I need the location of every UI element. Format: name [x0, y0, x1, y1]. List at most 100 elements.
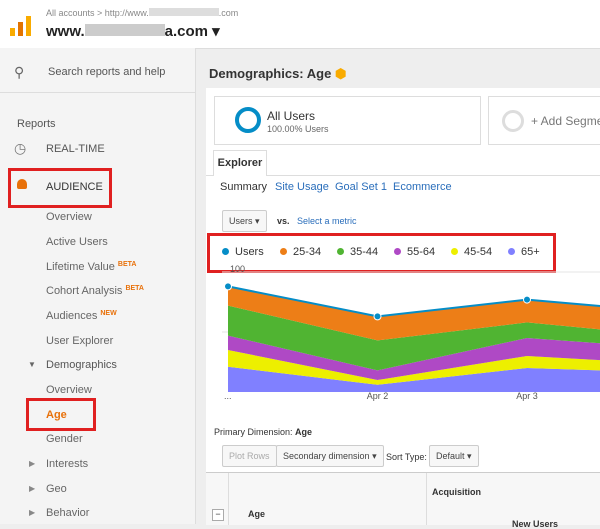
legend-item[interactable]: Users [222, 246, 264, 258]
realtime[interactable]: REAL-TIME [46, 143, 105, 155]
section: Reports [17, 118, 56, 130]
subtab[interactable]: Goal Set 1 [335, 181, 387, 193]
legend-swatch [451, 248, 458, 255]
sort-type[interactable]: Default ▾ [429, 445, 479, 467]
legend-item[interactable]: 35-44 [337, 246, 378, 258]
clock-icon: ◷ [14, 140, 27, 156]
nav-item[interactable]: Active Users [46, 236, 108, 248]
nav-item[interactable]: User Explorer [46, 335, 113, 347]
nav-item[interactable]: Cohort Analysis BETA [46, 285, 144, 297]
demographics[interactable]: Demographics [46, 359, 117, 371]
legend-item[interactable]: 65+ [508, 246, 540, 258]
expand-arrow: ▶ [29, 459, 36, 468]
table-header: − Age Acquisition New Users [206, 472, 600, 529]
nav-item[interactable]: Overview [46, 384, 92, 396]
sort-label: Sort Type: [386, 452, 427, 462]
primary-label: Primary Dimension: [214, 427, 293, 437]
add-segment-text: + Add Segment [531, 114, 600, 128]
page-title: Demographics: Age ⬢ [209, 66, 346, 82]
segment-sub: 100.00% Users [267, 124, 329, 134]
segment: All Users [267, 109, 316, 123]
nav-label: Audiences [46, 310, 98, 323]
legend-label: 25-34 [293, 246, 322, 258]
blur [84, 24, 165, 36]
verified-icon: ⬢ [334, 66, 347, 81]
subtab[interactable]: Ecommerce [393, 181, 452, 193]
highlight [8, 168, 112, 208]
nav-label: Lifetime Value [46, 260, 115, 273]
select-metric[interactable]: Select a metric [297, 216, 357, 226]
site-start: www. [46, 23, 85, 40]
search-icon[interactable]: ⚲ [14, 64, 25, 80]
breadcrumb-start: All accounts > http://www. [46, 8, 149, 18]
highlight [26, 398, 96, 431]
legend-swatch [280, 248, 287, 255]
breadcrumb-end: .com [218, 8, 239, 18]
legend-item[interactable]: 45-54 [451, 246, 492, 258]
sort-value: Default [436, 451, 465, 461]
nav-item[interactable]: Audiences NEW [46, 310, 117, 322]
nav-item[interactable]: Age [46, 408, 67, 421]
plot-rows[interactable]: Plot Rows [222, 445, 277, 467]
header: All accounts > http://www. .com www. a.com… [0, 0, 600, 49]
metric[interactable]: Users ▾ [222, 210, 267, 232]
audience[interactable]: AUDIENCE [46, 181, 103, 193]
sub-column[interactable]: New Users [512, 519, 559, 529]
nav-badge: NEW [100, 310, 117, 318]
secondary-text: Secondary dimension [283, 451, 370, 461]
legend-label: 45-54 [464, 246, 493, 258]
site-end: a.com [164, 23, 208, 40]
breadcrumb[interactable]: All accounts > http://www. .com [46, 8, 238, 18]
nav-item[interactable]: Lifetime Value BETA [46, 261, 136, 273]
nav-label: User Explorer [46, 335, 114, 347]
expand-arrow: ▼ [28, 360, 36, 369]
primary-dimension: Primary Dimension: Age [214, 427, 312, 437]
divider [0, 92, 195, 93]
legend-item[interactable]: 55-64 [394, 246, 435, 258]
checkbox[interactable]: − [212, 509, 224, 521]
expand-arrow: ▶ [29, 508, 36, 518]
nav-item[interactable]: Gender [46, 433, 83, 446]
tab[interactable]: Explorer [213, 150, 267, 176]
expand-arrow: ▶ [29, 483, 36, 493]
site-name[interactable]: www. a.com ▾ [46, 23, 220, 40]
legend-item[interactable]: 25-34 [280, 246, 321, 258]
nav-badge: BETA [117, 260, 137, 268]
title: Demographics: Age [209, 66, 332, 81]
nav-label: Overview [46, 211, 92, 223]
metric-text: Users [229, 216, 253, 226]
subtab[interactable]: Site Usage [275, 181, 329, 193]
nav-badge: BETA [125, 285, 144, 293]
legend-swatch [508, 248, 515, 255]
segment-card[interactable]: All Users 100.00% Users [214, 96, 481, 145]
nav-label: Active Users [46, 235, 108, 248]
secondary-dimension[interactable]: Secondary dimension ▾ [276, 445, 384, 467]
sidebar: ⚲ Search reports and help Reports ◷ REAL… [0, 48, 196, 524]
subtab[interactable]: Summary [220, 181, 268, 193]
nav-group[interactable]: Interests [46, 458, 89, 470]
nav-group[interactable]: Behavior [46, 507, 90, 520]
nav-group[interactable]: Geo [46, 482, 67, 495]
legend-label: 55-64 [407, 246, 436, 258]
legend-swatch [394, 248, 401, 255]
col-line [426, 473, 427, 525]
primary-value: Age [295, 427, 313, 437]
legend-label: Users [235, 246, 264, 258]
legend-label: 65+ [521, 246, 540, 258]
blur [148, 8, 219, 16]
nav-label: Cohort Analysis [46, 285, 123, 298]
legend-swatch [337, 248, 344, 255]
add-icon [502, 110, 524, 132]
nav-item[interactable]: Overview [46, 211, 92, 223]
column[interactable]: Age [248, 509, 266, 519]
legend-swatch [222, 248, 229, 255]
search[interactable]: Search reports and help [48, 66, 166, 78]
vs: vs. [277, 216, 290, 226]
logo [10, 16, 31, 36]
add-segment[interactable]: + Add Segment [488, 96, 600, 145]
group: Acquisition [432, 487, 481, 497]
legend-label: 35-44 [350, 246, 379, 258]
segment-icon [235, 107, 261, 133]
col-line [228, 473, 229, 525]
